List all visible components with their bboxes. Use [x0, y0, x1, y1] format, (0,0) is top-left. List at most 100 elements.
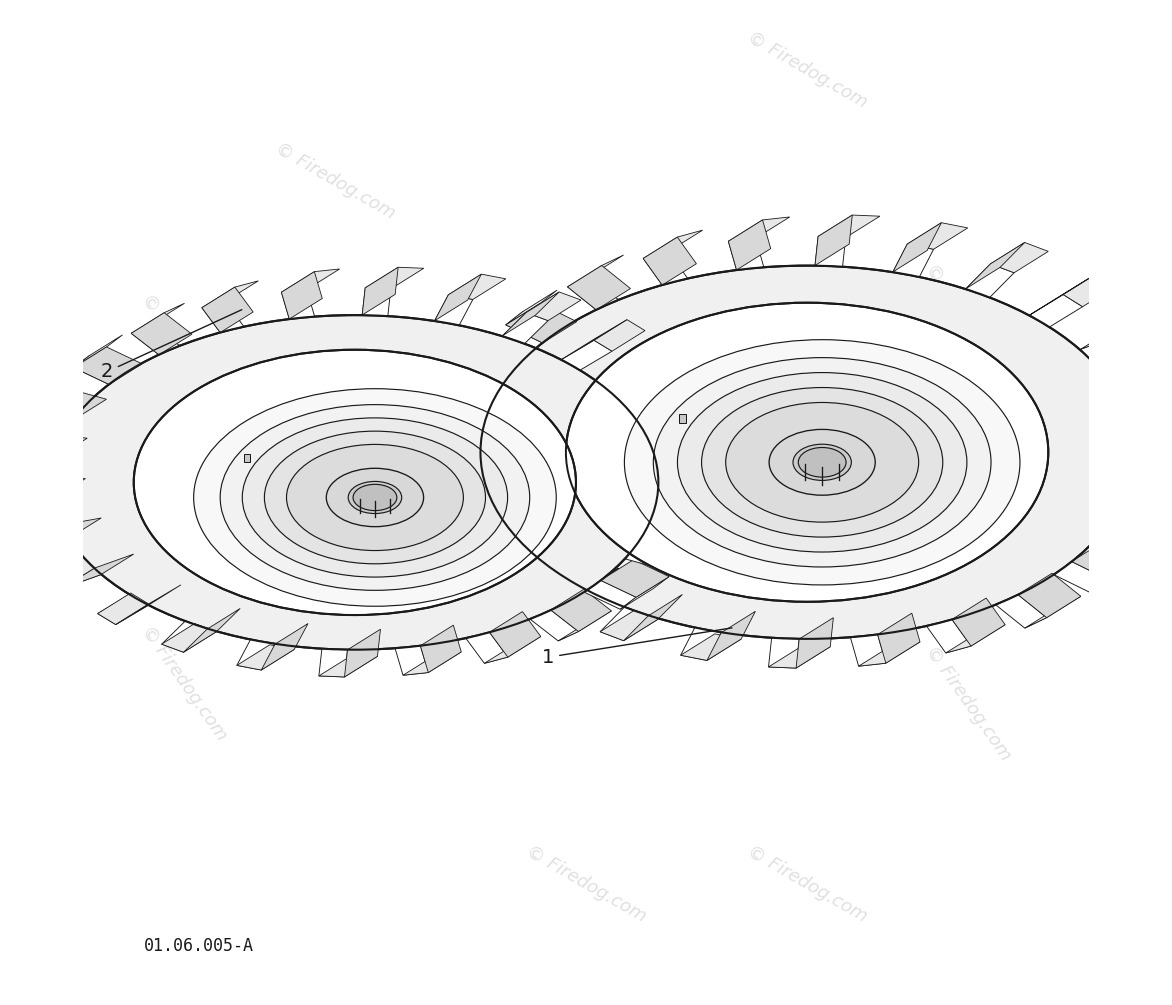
Polygon shape — [851, 634, 886, 666]
Polygon shape — [1142, 513, 1172, 550]
Ellipse shape — [793, 444, 851, 480]
Polygon shape — [1081, 313, 1156, 350]
Polygon shape — [479, 541, 533, 570]
Polygon shape — [18, 524, 68, 547]
Ellipse shape — [265, 431, 485, 564]
Polygon shape — [319, 649, 348, 677]
Polygon shape — [484, 636, 540, 663]
Polygon shape — [818, 215, 880, 237]
Polygon shape — [636, 525, 710, 557]
Polygon shape — [49, 555, 95, 589]
Polygon shape — [702, 443, 737, 479]
Polygon shape — [1098, 522, 1152, 550]
Polygon shape — [131, 324, 179, 355]
Text: 1: 1 — [541, 628, 732, 666]
Polygon shape — [403, 652, 462, 675]
Polygon shape — [707, 611, 756, 660]
Polygon shape — [1030, 273, 1097, 315]
Polygon shape — [695, 490, 732, 527]
Ellipse shape — [286, 444, 463, 551]
Polygon shape — [1030, 294, 1083, 328]
Polygon shape — [493, 534, 567, 570]
Ellipse shape — [566, 303, 1048, 602]
Polygon shape — [281, 269, 340, 292]
Ellipse shape — [481, 265, 1133, 639]
Polygon shape — [319, 655, 377, 677]
Polygon shape — [1125, 478, 1172, 500]
Polygon shape — [1132, 411, 1172, 433]
Polygon shape — [97, 593, 149, 624]
Polygon shape — [769, 645, 830, 668]
Polygon shape — [641, 418, 693, 441]
Polygon shape — [966, 264, 1014, 297]
Polygon shape — [6, 464, 40, 500]
Polygon shape — [74, 356, 125, 385]
Polygon shape — [74, 347, 142, 385]
Polygon shape — [62, 554, 134, 589]
Text: © Firedog.com: © Firedog.com — [138, 623, 230, 744]
Polygon shape — [996, 595, 1047, 628]
Polygon shape — [6, 483, 53, 500]
Polygon shape — [927, 619, 972, 653]
Ellipse shape — [193, 389, 557, 606]
Polygon shape — [893, 244, 934, 277]
Polygon shape — [1018, 573, 1081, 618]
Polygon shape — [643, 237, 696, 285]
Polygon shape — [479, 534, 527, 570]
Polygon shape — [657, 443, 736, 465]
Polygon shape — [643, 251, 688, 285]
Polygon shape — [1071, 540, 1143, 580]
Polygon shape — [9, 418, 48, 454]
Ellipse shape — [625, 340, 1020, 585]
Text: © Firedog.com: © Firedog.com — [448, 343, 584, 361]
Polygon shape — [728, 220, 771, 270]
Polygon shape — [567, 265, 631, 310]
Polygon shape — [681, 627, 721, 660]
Ellipse shape — [243, 418, 507, 577]
Polygon shape — [769, 638, 799, 668]
Polygon shape — [437, 399, 518, 426]
Polygon shape — [421, 625, 462, 672]
Polygon shape — [445, 485, 488, 524]
Polygon shape — [490, 612, 540, 657]
Polygon shape — [532, 577, 585, 610]
Polygon shape — [1063, 273, 1117, 307]
Polygon shape — [7, 478, 86, 500]
Polygon shape — [594, 320, 645, 351]
Polygon shape — [1091, 558, 1143, 593]
Polygon shape — [462, 334, 507, 370]
Text: © Firedog.com: © Firedog.com — [921, 261, 1014, 382]
Polygon shape — [1120, 313, 1170, 349]
Polygon shape — [1132, 432, 1172, 450]
Polygon shape — [1055, 562, 1109, 593]
Polygon shape — [503, 292, 559, 336]
Polygon shape — [684, 398, 725, 433]
Polygon shape — [643, 230, 703, 258]
Polygon shape — [893, 223, 941, 271]
Polygon shape — [25, 518, 101, 547]
Polygon shape — [202, 280, 258, 308]
Polygon shape — [449, 274, 506, 299]
Ellipse shape — [326, 468, 423, 527]
Polygon shape — [506, 290, 557, 325]
Polygon shape — [600, 560, 669, 597]
Polygon shape — [435, 449, 516, 472]
Polygon shape — [609, 376, 661, 403]
Polygon shape — [531, 610, 579, 641]
Polygon shape — [796, 618, 833, 668]
Ellipse shape — [725, 402, 919, 523]
Polygon shape — [437, 382, 477, 420]
Polygon shape — [202, 287, 253, 333]
Polygon shape — [362, 267, 398, 315]
Polygon shape — [561, 341, 612, 370]
Polygon shape — [1116, 381, 1168, 406]
Polygon shape — [946, 625, 1006, 653]
Polygon shape — [184, 608, 240, 652]
Ellipse shape — [134, 350, 575, 615]
Polygon shape — [237, 639, 275, 670]
Ellipse shape — [769, 429, 875, 495]
Ellipse shape — [52, 316, 659, 649]
Polygon shape — [526, 292, 581, 321]
Polygon shape — [667, 536, 710, 570]
Polygon shape — [532, 577, 585, 610]
